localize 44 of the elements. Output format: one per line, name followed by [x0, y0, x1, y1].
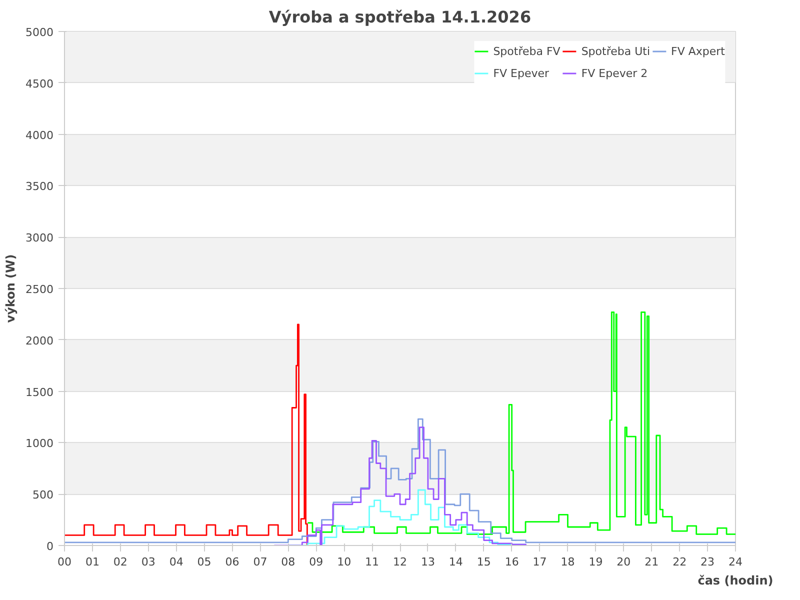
x-tick-label: 04 [169, 556, 184, 568]
x-tick-label: 13 [420, 556, 435, 568]
y-tick-label: 500 [32, 488, 54, 502]
x-tick-label: 02 [113, 556, 128, 568]
x-tick-label: 12 [393, 556, 407, 568]
y-tick-label: 4500 [26, 77, 54, 90]
x-tick-label: 18 [560, 556, 575, 568]
x-tick-label: 20 [616, 556, 631, 568]
x-tick-label: 24 [728, 556, 742, 568]
y-tick-label: 4000 [26, 128, 54, 142]
x-tick-label: 05 [197, 556, 212, 568]
legend-label: FV Epever [493, 66, 550, 80]
x-tick-label: 08 [281, 556, 296, 568]
x-tick-label: 10 [337, 556, 352, 568]
x-tick-label: 16 [504, 556, 519, 568]
x-tick-label: 03 [141, 556, 156, 568]
y-axis-title: výkon (W) [4, 254, 18, 323]
x-tick-label: 06 [225, 556, 240, 568]
x-tick-label: 21 [644, 556, 659, 568]
legend-label: FV Epever 2 [581, 66, 648, 80]
x-tick-label: 01 [85, 556, 100, 568]
x-tick-label: 07 [253, 556, 268, 568]
legend-label: Spotřeba Uti [581, 44, 650, 58]
x-axis-title: čas (hodin) [698, 574, 774, 588]
x-tick-label: 23 [700, 556, 715, 568]
chart-title: Výroba a spotřeba 14.1.2026 [268, 8, 532, 26]
x-tick-label: 14 [448, 556, 463, 568]
x-tick-label: 11 [365, 556, 380, 568]
legend-label: Spotřeba FV [493, 44, 560, 58]
x-tick-label: 09 [309, 556, 324, 568]
y-tick-label: 3500 [26, 180, 54, 194]
x-tick-label: 00 [58, 556, 72, 568]
y-tick-label: 1500 [26, 386, 54, 399]
x-tick-label: 19 [588, 556, 603, 568]
y-tick-label: 3000 [26, 232, 54, 245]
y-tick-label: 1000 [26, 437, 54, 450]
x-tick-label: 22 [672, 556, 687, 568]
legend-label: FV Axpert [671, 44, 725, 58]
x-tick-label: 15 [476, 556, 491, 568]
y-tick-label: 5000 [26, 26, 54, 39]
y-tick-label: 2000 [26, 334, 54, 348]
y-tick-label: 0 [46, 540, 54, 553]
x-tick-label: 17 [532, 556, 547, 568]
y-tick-label: 2500 [26, 283, 54, 296]
